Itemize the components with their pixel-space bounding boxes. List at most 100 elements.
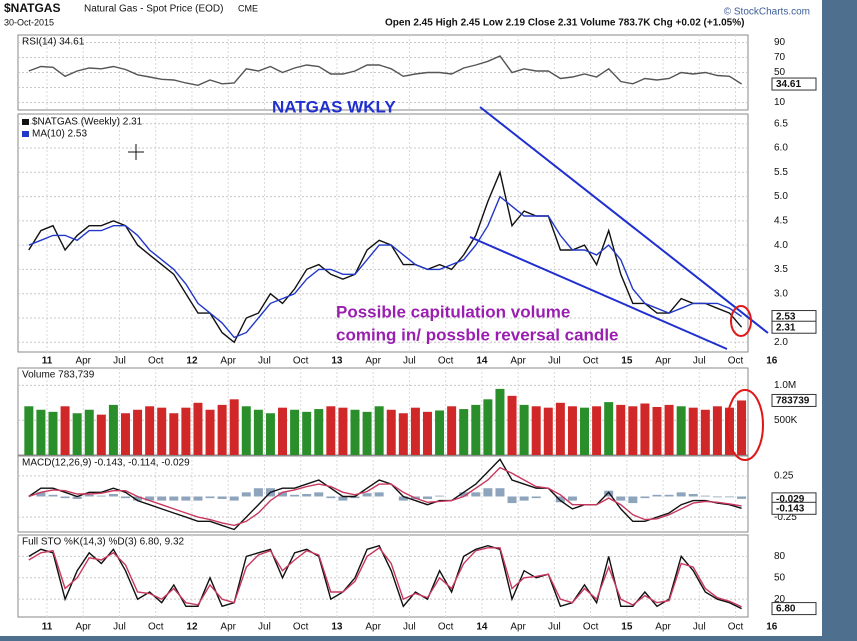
bar bbox=[314, 492, 324, 497]
x-tick-label: Oct bbox=[728, 622, 744, 633]
x-tick-label: Apr bbox=[365, 356, 381, 367]
value-tag bbox=[771, 320, 817, 334]
panel bbox=[17, 113, 749, 353]
bar bbox=[459, 492, 469, 497]
y-tick-label: 5.5 bbox=[774, 167, 788, 178]
panel-title: Volume 783,739 bbox=[22, 370, 95, 381]
bar bbox=[640, 403, 650, 455]
bar bbox=[326, 406, 336, 455]
y-tick-label: -0.25 bbox=[774, 512, 797, 523]
panel bbox=[17, 534, 749, 618]
x-tick-label: 13 bbox=[331, 622, 343, 633]
bar bbox=[398, 413, 408, 455]
bar bbox=[688, 494, 698, 497]
x-tick-label: Oct bbox=[148, 622, 164, 633]
x-tick-label: 12 bbox=[186, 356, 198, 367]
x-tick-label: Jul bbox=[113, 622, 126, 633]
bar bbox=[531, 406, 541, 455]
bar bbox=[507, 496, 517, 504]
series-line bbox=[28, 169, 743, 344]
bar bbox=[278, 407, 288, 455]
bar bbox=[133, 409, 143, 455]
value-tag bbox=[771, 602, 817, 616]
x-tick-label: 16 bbox=[766, 622, 778, 633]
bar bbox=[555, 402, 565, 455]
symbol: $NATGAS bbox=[4, 1, 60, 15]
panels: 1030507090RSI(14) 34.6134.612.02.53.03.5… bbox=[17, 34, 817, 633]
bar bbox=[652, 406, 662, 455]
bar bbox=[229, 496, 239, 501]
x-tick-label: 16 bbox=[766, 356, 778, 367]
bar bbox=[241, 406, 251, 455]
bar bbox=[290, 494, 300, 497]
bar bbox=[471, 404, 481, 455]
y-tick-label: 1.0M bbox=[774, 380, 796, 391]
credit: © StockCharts.com bbox=[724, 7, 810, 18]
x-tick-label: Jul bbox=[548, 622, 561, 633]
bar bbox=[302, 411, 312, 455]
bar bbox=[652, 494, 662, 497]
x-tick-label: 14 bbox=[476, 622, 488, 633]
bar bbox=[604, 490, 614, 497]
bar bbox=[290, 409, 300, 455]
bar bbox=[435, 495, 445, 497]
crosshair bbox=[128, 144, 144, 160]
bar bbox=[592, 406, 602, 455]
bar bbox=[193, 496, 203, 501]
x-tick-label: Jul bbox=[403, 622, 416, 633]
bar bbox=[193, 402, 203, 455]
bar bbox=[24, 406, 34, 455]
bar bbox=[724, 496, 734, 498]
bar bbox=[302, 494, 312, 497]
bar bbox=[169, 413, 179, 455]
bar bbox=[712, 406, 722, 455]
legend-swatch bbox=[22, 131, 29, 137]
value-tag-label: 6.80 bbox=[776, 604, 796, 615]
x-tick-label: Oct bbox=[583, 356, 599, 367]
x-tick-label: Apr bbox=[510, 622, 526, 633]
bar bbox=[253, 409, 263, 455]
legend-entry: MA(10) 2.53 bbox=[32, 129, 87, 140]
highlight-circle bbox=[726, 389, 764, 461]
annotation: coming in/ possble reversal candle bbox=[336, 325, 619, 344]
x-tick-label: Oct bbox=[293, 356, 309, 367]
bar bbox=[181, 496, 191, 501]
panel-title: Full STO %K(14,3) %D(3) 6.80, 9.32 bbox=[22, 537, 185, 548]
x-tick-label: Jul bbox=[258, 622, 271, 633]
x-tick-label: Apr bbox=[220, 356, 236, 367]
quote: Open 2.45 High 2.45 Low 2.19 Close 2.31 … bbox=[385, 18, 744, 29]
y-tick-label: 4.5 bbox=[774, 215, 788, 226]
bar bbox=[447, 406, 457, 455]
bar bbox=[398, 496, 408, 501]
x-tick-label: Jul bbox=[258, 356, 271, 367]
bar bbox=[217, 496, 227, 499]
x-tick-label: Apr bbox=[75, 356, 91, 367]
value-tag bbox=[771, 77, 817, 91]
bar bbox=[96, 414, 106, 455]
bar bbox=[664, 404, 674, 455]
x-tick-label: Jul bbox=[403, 356, 416, 367]
legend-swatch bbox=[22, 119, 29, 125]
bar bbox=[133, 496, 143, 501]
y-tick-label: 4.0 bbox=[774, 240, 788, 251]
bar bbox=[72, 496, 82, 499]
bar bbox=[278, 492, 288, 497]
bar bbox=[737, 400, 747, 455]
bar bbox=[555, 496, 565, 503]
x-tick-label: 12 bbox=[186, 622, 198, 633]
bar bbox=[314, 409, 324, 455]
bar bbox=[362, 493, 372, 497]
bar bbox=[712, 496, 722, 498]
bar bbox=[543, 407, 553, 455]
bar bbox=[169, 496, 179, 501]
value-tag-label: -0.029 bbox=[776, 494, 805, 505]
bar bbox=[567, 496, 577, 501]
bar bbox=[580, 407, 590, 455]
bar bbox=[108, 494, 118, 497]
legend-entry: $NATGAS (Weekly) 2.31 bbox=[32, 117, 143, 128]
y-tick-label: 90 bbox=[774, 37, 786, 48]
bar bbox=[48, 411, 58, 455]
x-tick-label: 14 bbox=[476, 356, 488, 367]
bar bbox=[567, 406, 577, 455]
bar bbox=[36, 409, 46, 455]
